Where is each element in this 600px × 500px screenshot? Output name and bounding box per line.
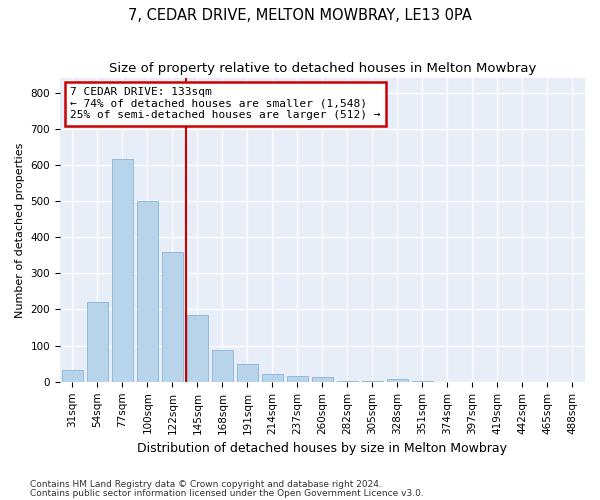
Bar bbox=[187, 315, 208, 382]
Bar bbox=[412, 381, 433, 382]
Bar bbox=[337, 381, 358, 382]
Bar bbox=[262, 374, 283, 382]
Bar bbox=[212, 350, 233, 382]
Text: Contains HM Land Registry data © Crown copyright and database right 2024.: Contains HM Land Registry data © Crown c… bbox=[30, 480, 382, 489]
Bar bbox=[362, 381, 383, 382]
Text: Contains public sector information licensed under the Open Government Licence v3: Contains public sector information licen… bbox=[30, 489, 424, 498]
Bar bbox=[237, 364, 258, 382]
Title: Size of property relative to detached houses in Melton Mowbray: Size of property relative to detached ho… bbox=[109, 62, 536, 76]
Y-axis label: Number of detached properties: Number of detached properties bbox=[15, 142, 25, 318]
Bar bbox=[312, 377, 333, 382]
Bar bbox=[137, 201, 158, 382]
Bar bbox=[387, 379, 408, 382]
X-axis label: Distribution of detached houses by size in Melton Mowbray: Distribution of detached houses by size … bbox=[137, 442, 508, 455]
Text: 7, CEDAR DRIVE, MELTON MOWBRAY, LE13 0PA: 7, CEDAR DRIVE, MELTON MOWBRAY, LE13 0PA bbox=[128, 8, 472, 22]
Bar bbox=[162, 252, 183, 382]
Bar bbox=[62, 370, 83, 382]
Text: 7 CEDAR DRIVE: 133sqm
← 74% of detached houses are smaller (1,548)
25% of semi-d: 7 CEDAR DRIVE: 133sqm ← 74% of detached … bbox=[70, 87, 381, 120]
Bar bbox=[112, 160, 133, 382]
Bar bbox=[87, 302, 108, 382]
Bar bbox=[287, 376, 308, 382]
